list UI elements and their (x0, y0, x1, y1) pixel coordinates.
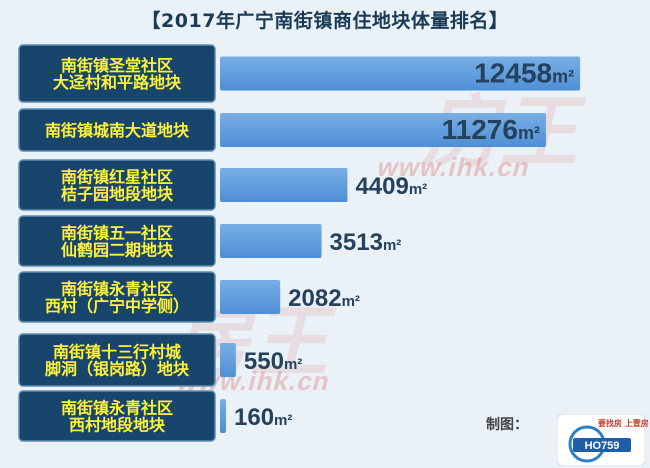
category-label-box (18, 271, 216, 323)
value-number: 4409 (355, 173, 408, 200)
data-value-label: 2082m² (288, 285, 360, 312)
category-label: 大迳村和平路地块 (53, 73, 182, 92)
svg-text:HO759: HO759 (585, 440, 620, 452)
data-bar (220, 343, 236, 377)
data-value-label: 4409m² (355, 173, 427, 200)
value-number: 3513 (330, 229, 383, 256)
value-number: 11276 (442, 114, 518, 145)
category-label: 仙鹤园二期地块 (61, 241, 174, 260)
value-unit: m² (274, 412, 292, 429)
data-bar (220, 113, 546, 147)
category-label: 桔子园地段地块 (61, 185, 174, 204)
category-label-box (18, 390, 216, 442)
category-label: 脚洞（银岗路）地块 (45, 360, 190, 379)
data-bar (220, 280, 281, 314)
data-bar (220, 399, 226, 433)
data-value-label: 3513m² (330, 229, 402, 256)
category-label-box (18, 159, 216, 211)
category-label-box (18, 215, 216, 267)
value-number: 2082 (288, 285, 341, 312)
data-value-label: 550m² (244, 348, 302, 375)
value-unit: m² (552, 67, 574, 87)
brand-logo: HO759 (557, 414, 645, 466)
data-bar (220, 224, 322, 258)
value-unit: m² (409, 181, 427, 198)
value-number: 550 (244, 348, 284, 375)
data-bar (220, 168, 348, 202)
category-label-box (18, 44, 216, 103)
category-label: 南街镇红星社区 (61, 168, 173, 187)
category-label: 南街镇五一社区 (61, 224, 173, 243)
data-value-label: 12458m² (474, 58, 574, 89)
brand-slogan: 要找房 上壹房 (598, 419, 649, 428)
category-label: 西村（广宁中学侧） (45, 297, 189, 316)
category-label: 南街镇十三行村城 (53, 343, 181, 362)
category-label: 西村地段地块 (69, 416, 166, 435)
category-label: 南街镇永青社区 (61, 399, 173, 418)
value-unit: m² (518, 123, 540, 143)
value-unit: m² (284, 356, 302, 373)
data-value-label: 11276m² (442, 114, 540, 145)
category-label-box (18, 108, 216, 152)
value-number: 12458 (474, 58, 552, 89)
value-unit: m² (383, 237, 401, 254)
value-number: 160 (234, 404, 274, 431)
category-label: 南街镇城南大道地块 (45, 121, 190, 140)
data-bar (220, 56, 581, 91)
category-label: 南街镇永青社区 (61, 280, 173, 299)
footer-label: 制图： (486, 417, 528, 433)
chart-title: 【2017年广宁南街镇商住地块体量排名】 (141, 10, 509, 32)
value-unit: m² (342, 293, 360, 310)
category-label: 南街镇圣堂社区 (61, 56, 173, 75)
category-label-box (18, 333, 216, 387)
data-value-label: 160m² (234, 404, 292, 431)
